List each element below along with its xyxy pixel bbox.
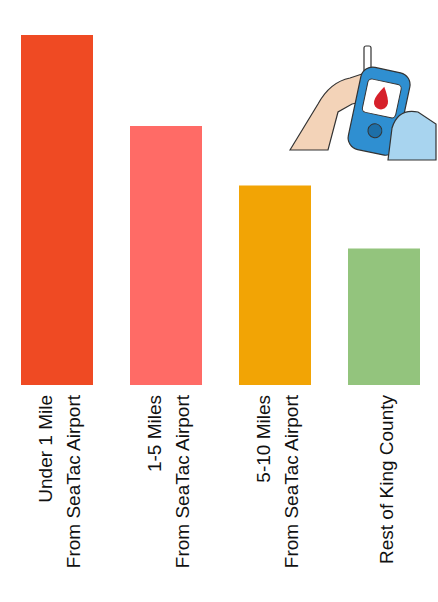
- svg-text:From SeaTac Airport: From SeaTac Airport: [172, 394, 193, 568]
- svg-text:From SeaTac Airport: From SeaTac Airport: [281, 394, 302, 568]
- svg-text:1-5 Miles: 1-5 Miles: [144, 395, 165, 472]
- svg-text:From SeaTac Airport: From SeaTac Airport: [63, 394, 84, 568]
- svg-text:5-10 Miles: 5-10 Miles: [253, 395, 274, 483]
- svg-text:Under 1 Mile: Under 1 Mile: [35, 395, 56, 503]
- svg-text:Rest of King County: Rest of King County: [376, 395, 397, 564]
